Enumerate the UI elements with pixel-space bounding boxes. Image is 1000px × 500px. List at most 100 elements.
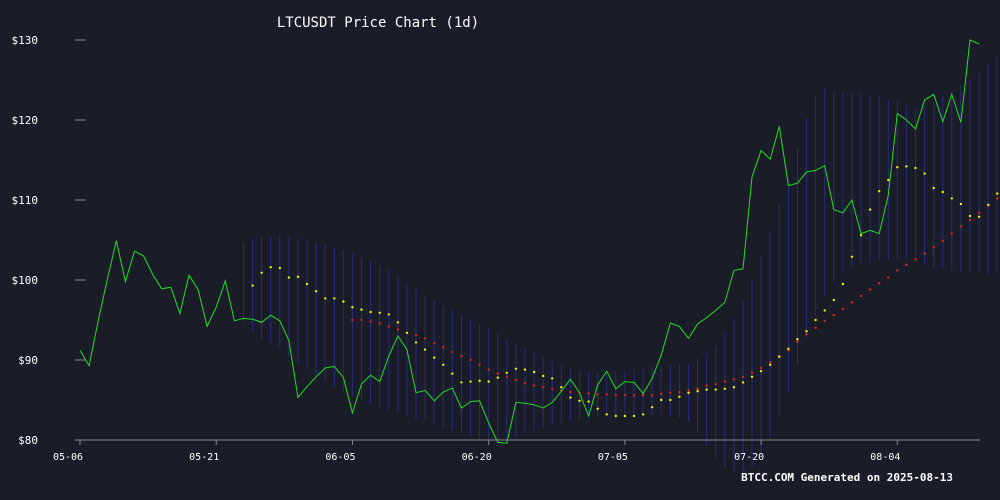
ma-long-point	[596, 393, 599, 396]
ma-short-point	[705, 388, 708, 391]
ma-short-point	[342, 300, 345, 303]
ma-short-point	[987, 203, 990, 206]
ma-short-point	[641, 413, 645, 416]
ma-long-point	[650, 394, 654, 397]
ma-long-point	[514, 378, 518, 382]
ma-long-point	[632, 394, 636, 397]
ma-long-point	[442, 346, 445, 349]
ma-long-point	[841, 307, 845, 310]
price-line	[79, 39, 980, 444]
ma-long-point	[814, 326, 817, 330]
chart-footer: BTCC.COM Generated on 2025-08-13	[741, 471, 953, 484]
ma-short-point	[814, 318, 817, 322]
ma-long-point	[923, 252, 926, 255]
ma-long-point	[959, 225, 963, 228]
y-tick-label: $90	[18, 354, 38, 367]
ma-long-point	[932, 246, 935, 249]
ma-long-point	[750, 371, 754, 374]
ma-long-point	[914, 258, 917, 261]
ma-short-point	[741, 381, 745, 384]
band-layer	[243, 56, 998, 473]
ma-short-point	[414, 341, 418, 344]
ma-short-point	[878, 190, 881, 193]
ma-long-point	[859, 294, 863, 298]
ma-short-point	[451, 372, 454, 375]
ma-short-point	[296, 275, 300, 278]
ma-long-point	[705, 384, 708, 387]
ma-short-point	[560, 386, 563, 389]
ma-long-point	[587, 392, 590, 395]
ma-long-point	[660, 392, 663, 395]
ma-long-point	[369, 320, 372, 323]
chart-title: LTCUSDT Price Chart (1d)	[277, 15, 479, 31]
ma-short-point	[868, 208, 872, 211]
ma-short-point	[251, 284, 254, 287]
ma-short-point	[632, 414, 636, 418]
ma-short-point	[551, 377, 554, 380]
x-tick-label: 06-20	[462, 452, 492, 463]
ma-short-point	[514, 367, 518, 370]
ma-long-point	[687, 389, 690, 392]
ma-long-point	[732, 378, 736, 381]
ma-long-point	[850, 301, 854, 304]
x-tick-layer: 05-06 05-21 06-05 06-20 07-05 07-20 08-04	[53, 440, 900, 463]
x-tick-label: 06-05	[325, 452, 355, 463]
ma-short-point	[305, 282, 309, 286]
ma-short-point	[333, 297, 336, 300]
ma-short-point	[696, 390, 699, 393]
ma-short-point	[496, 376, 499, 379]
ma-short-point	[759, 370, 763, 373]
ma-short-point	[732, 386, 736, 389]
ma-short-point	[433, 356, 436, 359]
ma-long-point	[905, 263, 908, 266]
ma-long-point	[478, 363, 481, 366]
ma-short-point	[896, 166, 899, 169]
ma-short-point	[324, 297, 327, 300]
x-tick-label: 07-20	[734, 452, 764, 463]
y-tick-label: $130	[12, 34, 39, 47]
ma-long-point	[496, 372, 499, 375]
ma-short-point	[932, 186, 935, 190]
ma-short-point	[469, 380, 472, 383]
ma-short-point	[923, 172, 926, 175]
ma-short-point	[714, 388, 717, 391]
ma-long-point	[360, 318, 363, 322]
ma-long-point	[796, 340, 799, 343]
ma-short-point	[387, 313, 390, 316]
ma-short-point	[968, 214, 972, 218]
ma-short-point	[950, 197, 953, 200]
ma-short-point	[623, 414, 627, 418]
ma-long-point	[941, 239, 944, 242]
ma-short-point	[796, 338, 799, 341]
ma-long-point	[569, 390, 572, 394]
ma-long-point	[551, 387, 554, 390]
ma-short-point	[478, 379, 481, 382]
ma-short-point	[396, 321, 400, 324]
x-tick-label: 05-21	[189, 452, 219, 463]
ma-short-point	[769, 363, 772, 366]
x-tick-label: 07-05	[598, 452, 628, 463]
ma-short-point	[750, 375, 754, 378]
ma-long-point	[669, 391, 672, 394]
ma-long-point	[968, 218, 972, 222]
y-tick-layer: $80 $90 $100 $110 $120 $130	[12, 34, 86, 447]
ma-long-point	[605, 393, 608, 396]
ma-long-point	[423, 337, 427, 340]
ma-long-point	[896, 269, 899, 272]
ma-short-point	[859, 234, 863, 237]
ma-short-point	[787, 347, 790, 350]
ma-long-point	[950, 232, 953, 235]
ma-long-point	[714, 382, 717, 386]
ma-long-point	[433, 342, 436, 345]
ma-short-point	[778, 355, 781, 358]
ma-long-point	[505, 375, 508, 378]
ma-short-point	[369, 310, 372, 314]
ma-short-point	[278, 266, 281, 270]
ma-long-point	[614, 394, 617, 397]
ma-long-point	[623, 394, 627, 397]
ma-short-point	[569, 396, 572, 399]
ma-short-point	[505, 371, 508, 374]
ma-long-point	[696, 387, 699, 390]
